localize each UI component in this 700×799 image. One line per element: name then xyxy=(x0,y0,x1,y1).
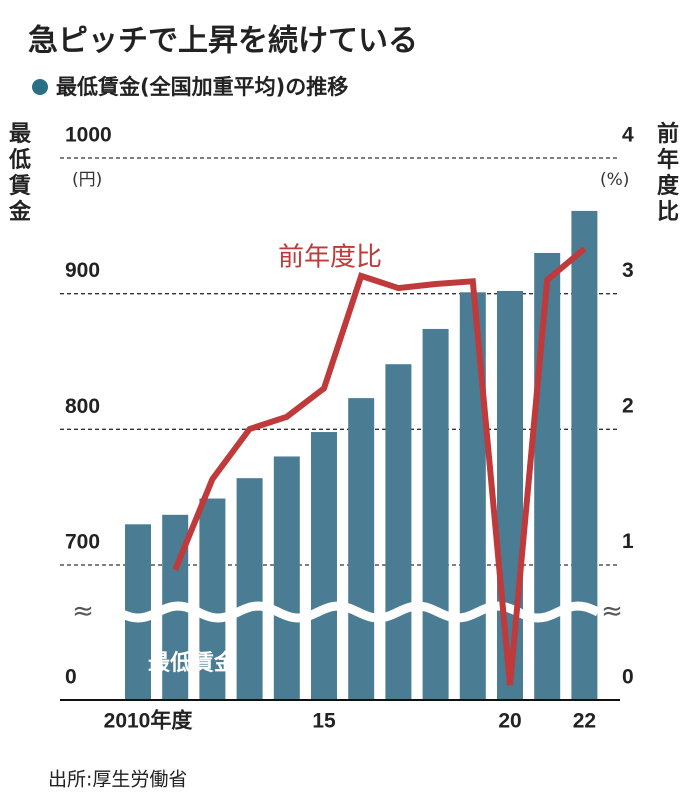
bar xyxy=(199,498,226,700)
bar xyxy=(534,252,561,700)
chart-title: 急ピッチで上昇を続けている xyxy=(28,24,418,59)
bullet xyxy=(32,79,48,95)
break-symbol: ≈ xyxy=(601,597,623,627)
bar xyxy=(422,328,449,700)
bar xyxy=(236,478,263,700)
line xyxy=(172,246,587,686)
y2-tick-label: 1 xyxy=(622,530,634,553)
subtitle: 最低賃金(全国加重平均)の推移 xyxy=(56,75,348,99)
y2-axis-title-char: 年 xyxy=(657,147,679,173)
break-symbol: ≈ xyxy=(72,597,94,627)
bar xyxy=(348,398,375,700)
x-tick-label: 20 xyxy=(498,710,521,733)
y2-tick-label: 4 xyxy=(622,124,634,147)
y2-tick-label: 2 xyxy=(622,395,634,418)
y2-axis-title-char: 前 xyxy=(657,121,679,147)
x-tick-label: 2010年度 xyxy=(104,709,193,733)
bar xyxy=(497,290,523,700)
x-tick-label: 22 xyxy=(573,710,596,733)
y2-axis-title-char: 度 xyxy=(657,173,680,199)
y2-axis-title: 前年度比 xyxy=(657,121,680,225)
bar xyxy=(385,364,412,700)
y-axis-title-char: 賃 xyxy=(8,174,31,199)
bar xyxy=(273,456,300,700)
y2-axis-title-char: 比 xyxy=(657,200,679,225)
y-tick-label: 800 xyxy=(65,395,100,418)
bar xyxy=(311,432,337,700)
source: 出所:厚生労働省 xyxy=(48,769,187,791)
axis-break xyxy=(113,601,600,623)
y-tick-label: 700 xyxy=(65,531,100,554)
y-axis-title-char: 低 xyxy=(8,148,31,173)
x-tick-label: 15 xyxy=(312,710,336,733)
y2-tick-label: 0 xyxy=(622,666,634,689)
y-unit: (円) xyxy=(72,170,102,190)
y-axis-title-char: 最 xyxy=(9,122,32,147)
y-tick-label: 900 xyxy=(65,259,100,282)
y-axis-title-char: 金 xyxy=(8,199,32,225)
y-tick-label: 1000 xyxy=(65,124,112,147)
y2-tick-label: 3 xyxy=(622,259,634,282)
y-tick-label: 0 xyxy=(65,666,77,689)
line-series-label: 前年度比 xyxy=(278,243,382,273)
y-axis-title: 最低賃金 xyxy=(8,122,32,225)
bar-series-label: 最低賃金 xyxy=(148,650,237,676)
bar xyxy=(571,210,598,700)
y2-unit: (%) xyxy=(600,170,629,190)
